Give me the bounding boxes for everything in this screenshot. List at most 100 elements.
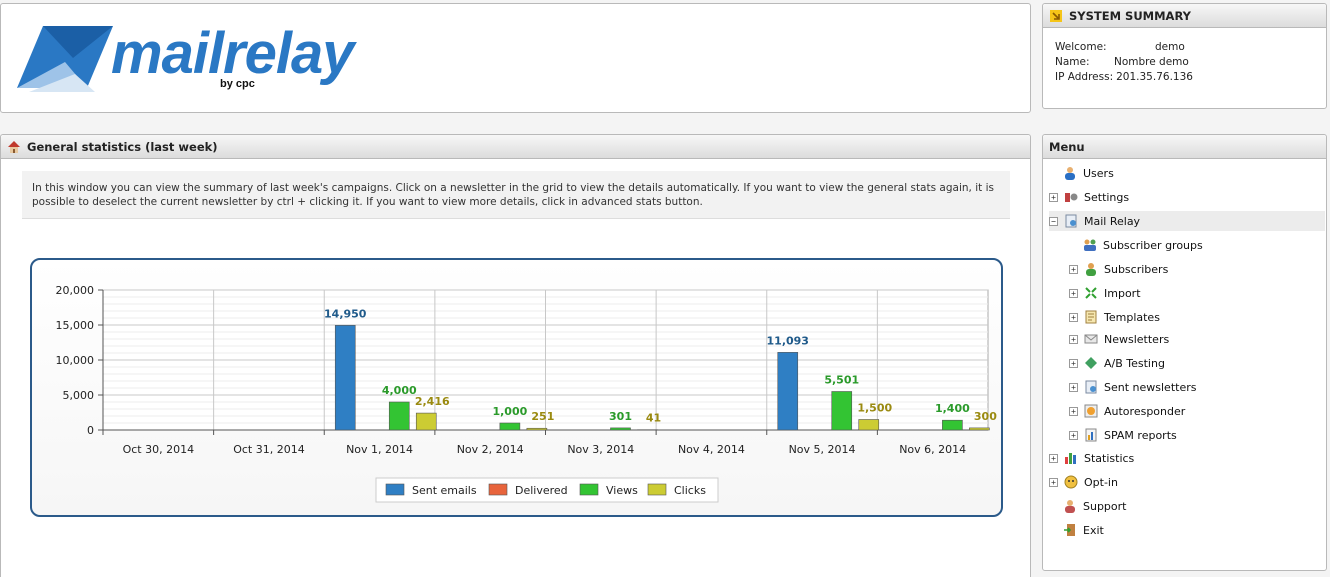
menu-item-templates[interactable]: + Templates xyxy=(1069,307,1160,327)
menu-item-support[interactable]: Support xyxy=(1063,496,1126,516)
x-tick-label: Nov 4, 2014 xyxy=(678,443,745,456)
menu-item-subscriber-groups[interactable]: Subscriber groups xyxy=(1083,235,1203,255)
expand-icon[interactable]: + xyxy=(1069,334,1078,344)
stats-header: General statistics (last week) xyxy=(1,135,1030,159)
expand-icon[interactable]: + xyxy=(1069,382,1078,392)
menu-item-users[interactable]: Users xyxy=(1063,163,1114,183)
y-tick-label: 5,000 xyxy=(63,389,95,402)
system-summary-title: SYSTEM SUMMARY xyxy=(1069,8,1192,23)
stats-info-text: In this window you can view the summary … xyxy=(22,171,1010,219)
data-label: 1,000 xyxy=(492,405,527,418)
data-label: 41 xyxy=(646,412,661,425)
system-summary-header: SYSTEM SUMMARY xyxy=(1043,4,1326,28)
menu-item-ab-testing[interactable]: + A/B Testing xyxy=(1069,353,1165,373)
menu-item-newsletters[interactable]: + Newsletters xyxy=(1069,329,1169,349)
expand-icon[interactable]: + xyxy=(1049,453,1058,463)
ab-testing-icon xyxy=(1084,356,1098,370)
x-tick-label: Oct 30, 2014 xyxy=(123,443,195,456)
logo-wordmark: mailrelay xyxy=(111,21,355,86)
subscribers-icon xyxy=(1084,262,1098,276)
support-icon xyxy=(1063,499,1077,513)
mailrelay-logo: mailrelay by cpc xyxy=(15,20,355,100)
expand-icon[interactable]: + xyxy=(1069,406,1078,416)
ip-label: IP Address: xyxy=(1055,71,1114,83)
exit-icon xyxy=(1063,523,1077,537)
name-label: Name: xyxy=(1055,56,1090,68)
logo-panel: mailrelay by cpc xyxy=(0,3,1031,113)
menu-item-mail-relay[interactable]: − Mail Relay xyxy=(1049,211,1325,231)
system-summary-panel: SYSTEM SUMMARY Welcome: demo Name: Nombre … xyxy=(1042,3,1327,109)
y-tick-label: 10,000 xyxy=(56,354,95,367)
menu-item-opt-in[interactable]: + Opt-in xyxy=(1049,472,1118,492)
chart-svg: 0 5,000 10,000 15,000 20,000 Oct 30, 2014 Oct … xyxy=(56,284,997,503)
legend-swatch xyxy=(488,483,508,496)
bar-sent-emails xyxy=(777,352,799,431)
arrow-icon xyxy=(1050,9,1062,22)
menu-item-autoresponder[interactable]: + Autoresponder xyxy=(1069,401,1185,421)
expand-icon[interactable]: + xyxy=(1069,430,1078,440)
expand-icon[interactable]: + xyxy=(1069,264,1078,274)
envelope-icon xyxy=(17,26,113,92)
data-label: 11,093 xyxy=(767,334,809,347)
autoresponder-icon xyxy=(1084,404,1098,418)
expand-icon[interactable]: + xyxy=(1069,358,1078,368)
legend-label: Sent emails xyxy=(412,484,477,497)
legend-swatch xyxy=(579,483,599,496)
data-label: 2,416 xyxy=(415,395,450,408)
name-value: Nombre demo xyxy=(1114,56,1189,68)
data-label: 4,000 xyxy=(382,384,417,397)
expand-icon[interactable]: + xyxy=(1069,288,1078,298)
expand-icon[interactable]: + xyxy=(1069,312,1078,322)
legend-swatch xyxy=(385,483,405,496)
x-tick-label: Oct 31, 2014 xyxy=(233,443,305,456)
x-tick-label: Nov 1, 2014 xyxy=(346,443,413,456)
menu-item-exit[interactable]: Exit xyxy=(1063,520,1104,540)
home-icon xyxy=(8,140,20,153)
menu-item-sent-newsletters[interactable]: + Sent newsletters xyxy=(1069,377,1196,397)
sent-newsletters-icon xyxy=(1084,380,1098,394)
data-label: 1,400 xyxy=(935,402,970,415)
expand-icon[interactable]: + xyxy=(1049,477,1058,487)
x-tick-label: Nov 5, 2014 xyxy=(789,443,856,456)
menu-header: Menu xyxy=(1043,135,1326,159)
settings-icon xyxy=(1064,190,1078,204)
menu-item-statistics[interactable]: + Statistics xyxy=(1049,448,1134,468)
bar-clicks xyxy=(526,427,548,431)
bar-clicks xyxy=(969,427,990,431)
mail-relay-icon xyxy=(1064,214,1078,228)
bar-sent-emails xyxy=(334,325,356,431)
data-label: 300 xyxy=(974,410,997,423)
legend-label: Delivered xyxy=(515,484,568,497)
menu-title: Menu xyxy=(1049,139,1085,154)
menu-item-subscribers[interactable]: + Subscribers xyxy=(1069,259,1168,279)
welcome-label: Welcome: xyxy=(1055,41,1107,53)
bar-views xyxy=(499,422,521,431)
stats-panel: General statistics (last week) In this w… xyxy=(0,134,1031,577)
logo-byline: by cpc xyxy=(220,78,255,90)
x-tick-label: Nov 2, 2014 xyxy=(457,443,524,456)
data-label: 1,500 xyxy=(857,402,892,415)
expand-icon[interactable]: + xyxy=(1049,192,1058,202)
legend-label: Clicks xyxy=(674,484,706,497)
bar-views xyxy=(831,391,853,431)
menu-item-settings[interactable]: + Settings xyxy=(1049,187,1129,207)
bar-views xyxy=(388,401,410,431)
import-icon xyxy=(1084,286,1098,300)
menu-item-import[interactable]: + Import xyxy=(1069,283,1141,303)
subscriber-groups-icon xyxy=(1083,238,1097,252)
opt-in-icon xyxy=(1064,475,1078,489)
templates-icon xyxy=(1084,310,1098,324)
y-tick-label: 0 xyxy=(87,424,94,437)
bar-clicks xyxy=(415,412,437,431)
stats-title: General statistics (last week) xyxy=(27,139,218,154)
data-label: 5,501 xyxy=(824,373,859,386)
collapse-icon[interactable]: − xyxy=(1049,216,1058,226)
menu-item-spam-reports[interactable]: + SPAM reports xyxy=(1069,425,1177,445)
newsletters-icon xyxy=(1084,332,1098,346)
bar-views xyxy=(610,427,631,431)
data-label: 251 xyxy=(531,410,554,423)
data-label: 301 xyxy=(609,410,632,423)
bar-views xyxy=(942,419,963,431)
bar-clicks xyxy=(858,419,880,431)
spam-reports-icon xyxy=(1084,428,1098,442)
